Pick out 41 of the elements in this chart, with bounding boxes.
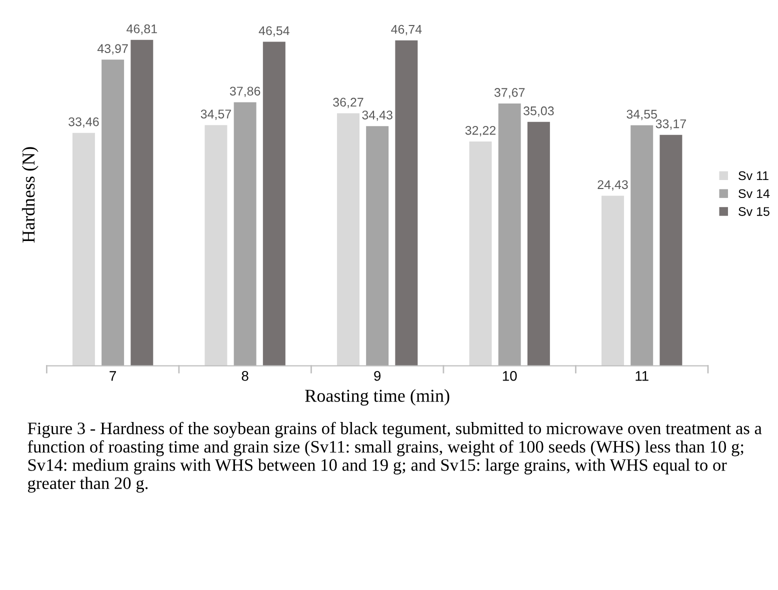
bar (630, 125, 654, 366)
data-label: 37,86 (230, 86, 260, 98)
data-label: 46,81 (126, 24, 157, 35)
bar (72, 132, 95, 366)
bar (660, 134, 682, 366)
x-tick-label: 7 (110, 371, 116, 381)
data-label: 34,57 (200, 110, 231, 120)
data-label: 46,54 (258, 26, 290, 37)
data-label: 33,17 (656, 119, 686, 130)
bar (234, 102, 256, 366)
x-tick-label: 9 (374, 371, 381, 381)
bar (469, 141, 492, 366)
bar (336, 113, 360, 366)
bar (498, 104, 521, 366)
caption: Figure 3 - Hardness of the soybean grains of black tegument, submitted to microwave oven treatment as a function of roasting time and grain size (Sv11: small grains, weight of 100 seeds (WHS) less than 10 g; Sv14: medium grains with WHS between 10 and 19 g; and Sv15: large grains, with WHS equal to or greater than 20 g. (28, 422, 762, 493)
x-tick-label: 10 (502, 371, 517, 381)
data-label: 34,55 (626, 110, 657, 120)
bar (366, 126, 389, 366)
data-label: 32,22 (465, 126, 496, 136)
bar (602, 196, 624, 366)
legend-label: Sv 15 (738, 207, 770, 216)
bar (527, 122, 550, 366)
bar (204, 125, 228, 366)
y-axis-title: Hardness (N) (22, 147, 38, 243)
bar (130, 40, 154, 366)
x-axis-title: Roasting time (min) (305, 389, 450, 406)
x-tick-label: 8 (242, 371, 248, 381)
data-label: 37,67 (494, 88, 525, 98)
data-label: 43,97 (97, 44, 128, 55)
bar (395, 40, 418, 366)
data-label: 35,03 (524, 106, 554, 117)
legend-label: Sv 14 (738, 189, 770, 198)
x-tick-label: 11 (636, 371, 648, 381)
data-label: 34,43 (362, 110, 392, 121)
bar (262, 42, 286, 366)
bar (102, 60, 124, 366)
data-label: 33,46 (68, 117, 99, 128)
data-label: 46,74 (391, 24, 422, 36)
data-label: 24,43 (598, 180, 628, 191)
legend-label: Sv 11 (738, 171, 768, 180)
data-label: 36,27 (333, 98, 364, 108)
